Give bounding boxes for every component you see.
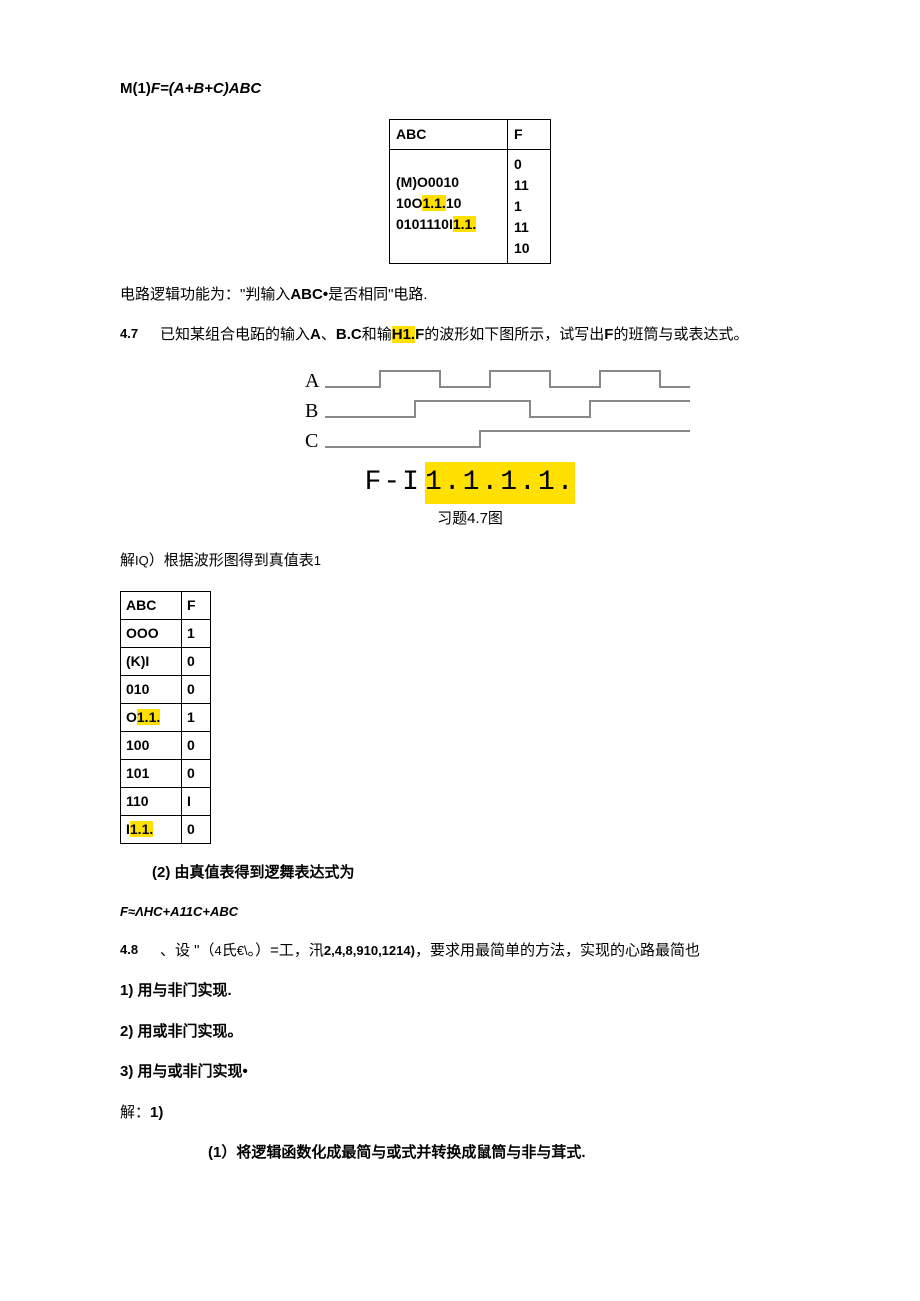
t2-cell: 0	[182, 675, 211, 703]
question-4-8: 4.8 、设 "（4氏€\。）=工，汛2,4,8,910,1214)，要求用最简…	[120, 940, 820, 963]
t2-cell: 0	[182, 815, 211, 843]
wave-output-line: F-I 1.1.1.1.	[230, 462, 710, 504]
q-text: 的波形如下图所示，试写出	[424, 326, 604, 343]
q-text: 。）=工，汛	[248, 942, 324, 959]
t2-cell: (K)I	[121, 647, 182, 675]
t2-cell: I1.1.	[121, 815, 182, 843]
wave-a	[325, 371, 690, 387]
question-4-7: 4.7 已知某组合电跖的输入A、B.C和输H1.F的波形如下图所示，试写出F的班…	[120, 324, 820, 347]
t2-frag-hl: 1.1.	[137, 709, 160, 725]
solution-heading-47: 解IQ）根据波形图得到真值表1	[120, 550, 820, 573]
t2-header-abc: ABC	[121, 591, 182, 619]
t2-cell: 100	[121, 731, 182, 759]
t2-header-f: F	[182, 591, 211, 619]
t1-header-f: F	[508, 119, 551, 149]
desc-text-bold: ABC•	[290, 286, 328, 303]
truth-table-1: ABC F (M)O0010 10O1.1.10 0101110I1.1. 0 …	[389, 119, 551, 264]
truth-table-2: ABC F OOO1 (K)I0 0100 O1.1.1 1000 1010 1…	[120, 591, 211, 844]
t2-cell: 1	[182, 619, 211, 647]
list-item-2: 2) 用或非门实现。	[120, 1021, 820, 1044]
sol-text-small: IQ	[135, 553, 149, 568]
t2-cell: O1.1.	[121, 703, 182, 731]
t2-frag-hl: 1.1.	[130, 821, 153, 837]
t1-token: 10	[446, 195, 462, 211]
solution-step-2: (2) 由真值表得到逻舞表达式为	[120, 862, 820, 885]
question-body: 已知某组合电跖的输入A、B.C和输H1.F的波形如下图所示，试写出F的班筒与或表…	[160, 324, 748, 347]
wave-b	[325, 401, 690, 417]
t2-cell: I	[182, 787, 211, 815]
q-text-hl: H1.	[392, 326, 415, 343]
wave-c	[325, 431, 690, 447]
figure-caption: 习题4.7图	[230, 508, 710, 531]
t1-val: 11	[514, 219, 529, 235]
circuit-description: 电路逻辑功能为："判输入ABC•是否相同"电路.	[120, 284, 820, 307]
wave-output-label: F-I	[365, 462, 421, 504]
wave-label-a: A	[305, 370, 320, 392]
solution-heading-48: 解：1)	[120, 1102, 820, 1125]
question-number: 4.8	[120, 940, 160, 963]
t1-val: 10	[514, 240, 530, 256]
wave-label-c: C	[305, 430, 318, 452]
t2-cell: 101	[121, 759, 182, 787]
t2-cell: 0	[182, 731, 211, 759]
q-text-nums: 2,4,8,910,1214)	[324, 943, 415, 958]
q-text: ，要求用最简单的方法，实现的心路最简也	[415, 942, 700, 959]
t1-token: 10O	[396, 195, 422, 211]
equation-47: F≈ΛHC+A11C+ABC	[120, 902, 820, 922]
q-text-bold: B.C	[336, 326, 362, 343]
equation-heading: M(1)F=(A+B+C)ABC	[120, 78, 820, 101]
t2-cell: OOO	[121, 619, 182, 647]
t2-cell: 0	[182, 647, 211, 675]
desc-text: 电路逻辑功能为："判输入	[120, 286, 290, 303]
t2-cell: 0	[182, 759, 211, 787]
t2-cell: 1	[182, 703, 211, 731]
t1-cell-left: (M)O0010 10O1.1.10 0101110I1.1.	[390, 149, 508, 263]
waveform-diagram: A B C F-I 1.1.1.1. 习题4.7图	[230, 365, 710, 531]
q-text: 的班筒与或表达式。	[613, 326, 748, 343]
q-text: 和输	[362, 326, 392, 343]
sol-text: 解	[120, 552, 135, 569]
sol-text-bold: 1)	[150, 1104, 163, 1121]
t1-val: 1	[514, 198, 522, 214]
q-text: 、	[321, 326, 336, 343]
t1-header-abc: ABC	[390, 119, 508, 149]
wave-output-text: 1.1.1.1.	[425, 462, 575, 504]
t2-cell: 010	[121, 675, 182, 703]
t2-frag: O	[126, 709, 137, 725]
question-number: 4.7	[120, 324, 160, 347]
q-text: 已知某组合电跖的输入	[160, 326, 310, 343]
list-item-3: 3) 用与或非门实现•	[120, 1061, 820, 1084]
t1-token-hl: 1.1.	[453, 216, 476, 232]
t1-token: 0101110I	[396, 216, 453, 232]
t1-token-hl: 1.1.	[422, 195, 445, 211]
desc-text: 是否相同"电路.	[328, 286, 428, 303]
q-text-bold: A	[310, 326, 321, 343]
q-text-bold: F	[415, 326, 424, 343]
q-text-small: €\	[237, 943, 248, 958]
list-item-1: 1) 用与非门实现.	[120, 980, 820, 1003]
t2-cell: 110	[121, 787, 182, 815]
t1-val: 0	[514, 156, 522, 172]
solution-step-48: (1）将逻辑函数化成最简与或式并转换成鼠筒与非与茸式.	[120, 1142, 820, 1165]
t1-token: (M)O0010	[396, 174, 459, 190]
t1-cell-right: 0 11 1 11 10	[508, 149, 551, 263]
q-text: 、设 "（	[160, 942, 215, 959]
q-text-small: 4	[215, 943, 222, 958]
eq-formula: F=(A+B+C)ABC	[151, 80, 261, 97]
sol-text-small: 1	[314, 553, 321, 568]
eq-prefix: M(1)	[120, 80, 151, 97]
question-body: 、设 "（4氏€\。）=工，汛2,4,8,910,1214)，要求用最简单的方法…	[160, 940, 700, 963]
sol-text: ）根据波形图得到真值表	[149, 552, 314, 569]
wave-label-b: B	[305, 400, 318, 422]
sol-text: 解：	[120, 1104, 150, 1121]
q-text: 氏	[222, 942, 237, 959]
t1-val: 11	[514, 177, 529, 193]
